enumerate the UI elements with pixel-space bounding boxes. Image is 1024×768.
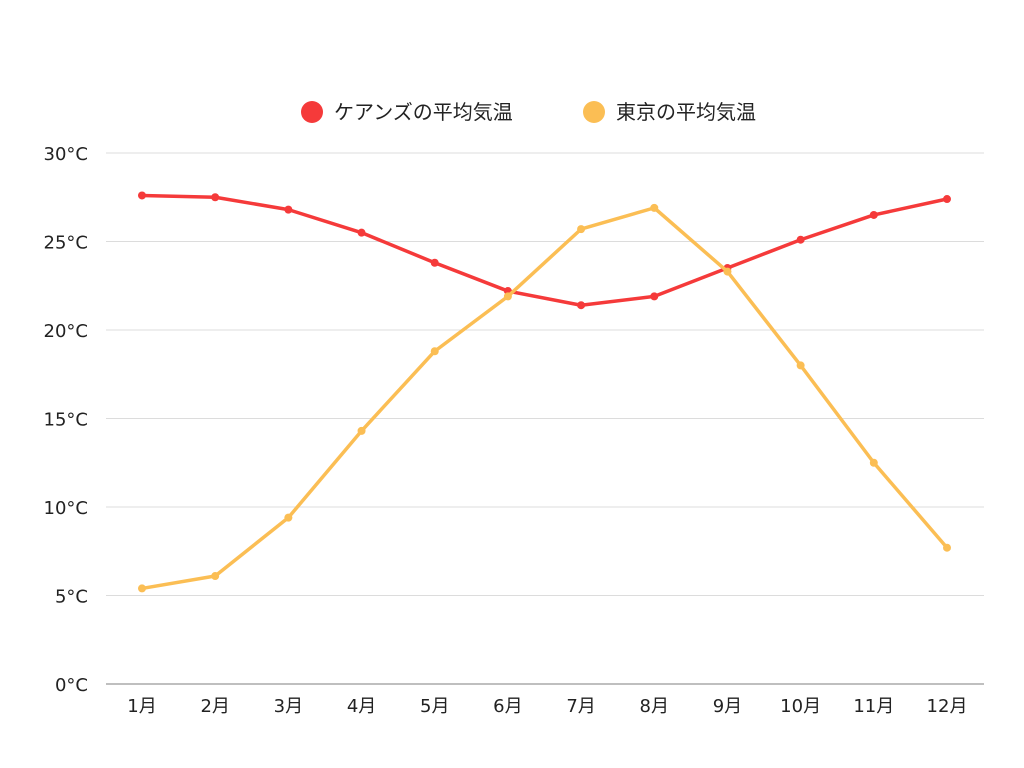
y-tick-label: 5°C [55,587,88,608]
data-point [723,267,732,276]
data-point [943,195,951,204]
data-point [138,191,146,200]
x-tick-label: 9月 [713,696,742,717]
data-point [650,203,659,212]
x-tick-label: 2月 [200,696,229,717]
legend-marker [301,101,323,123]
data-point [357,426,366,435]
x-tick-label: 5月 [420,696,449,717]
data-point [357,228,366,237]
x-tick-label: 6月 [493,696,522,717]
x-tick-label: 1月 [127,696,156,717]
data-point [869,210,878,219]
data-point [430,258,439,267]
data-point [284,513,293,522]
series-layer [138,191,951,593]
y-tick-label: 30°C [44,144,88,165]
legend-label: ケアンズの平均気温 [334,100,513,124]
x-tick-label: 7月 [566,696,595,717]
series-line [140,206,949,591]
x-tick-label: 4月 [347,696,376,717]
grid [106,152,984,596]
data-point [138,584,146,593]
legend-item: ケアンズの平均気温 [301,100,513,124]
x-tick-label: 11月 [853,696,894,717]
y-tick-label: 20°C [44,321,88,342]
y-tick-label: 15°C [44,410,88,431]
y-tick-label: 25°C [44,233,88,254]
legend-item: 東京の平均気温 [583,100,756,124]
y-axis: 0°C 5°C 10°C 15°C 20°C 25°C 30°C [44,144,88,696]
legend-label: 東京の平均気温 [616,100,756,124]
y-tick-label: 0°C [55,675,88,696]
data-point [577,225,586,234]
data-point [430,347,439,356]
x-tick-label: 8月 [640,696,669,717]
data-point [943,543,951,552]
series-2 [138,203,951,593]
series-1 [138,191,951,310]
data-point [284,205,293,214]
x-axis: 1月 2月 3月 4月 5月 6月 7月 8月 9月 10月 11月 12月 [106,683,984,717]
series-line [140,193,949,307]
data-point [503,292,512,301]
data-point [577,301,586,310]
data-point [211,193,220,202]
data-point [211,572,220,581]
data-point [869,458,878,467]
x-tick-label: 3月 [274,696,303,717]
data-point [650,292,659,301]
x-tick-label: 10月 [780,696,821,717]
data-point [796,361,805,370]
y-tick-label: 10°C [44,498,88,519]
legend-marker [583,101,605,123]
data-point [796,235,805,244]
legend: ケアンズの平均気温 東京の平均気温 [301,100,756,124]
x-tick-label: 12月 [927,696,968,717]
